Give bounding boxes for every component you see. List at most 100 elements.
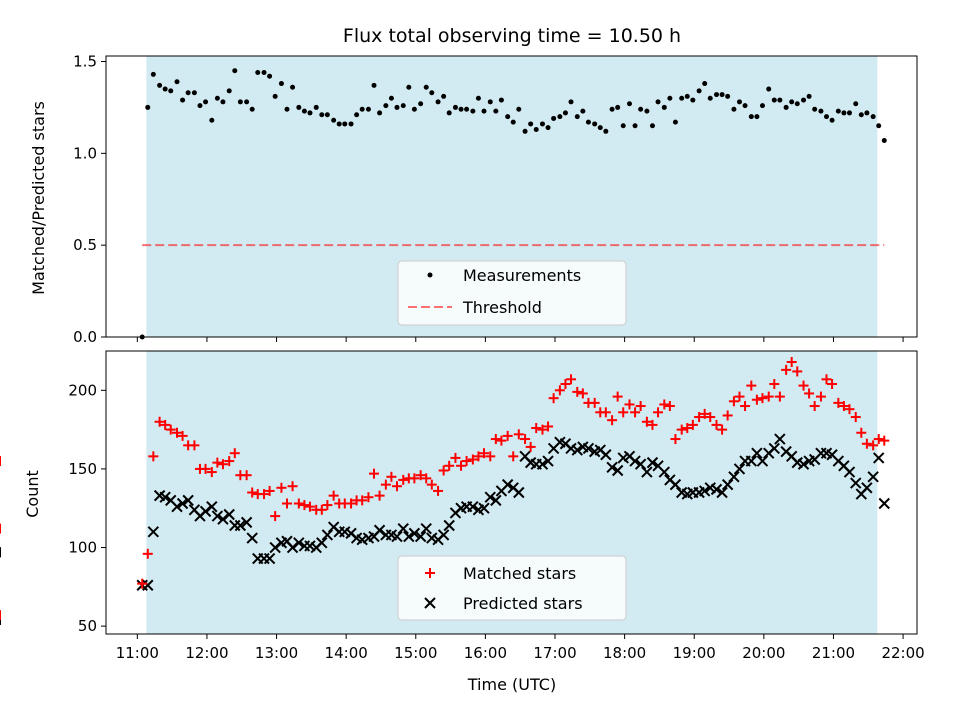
matched-point-105 [746,380,757,391]
measurement-point-65 [516,106,522,112]
predicted-point-26 [286,541,299,554]
legend-measurements-label: Measurements [463,266,581,285]
predicted-point-47 [408,527,421,540]
matched-point-41 [374,490,385,501]
measurement-point-60 [487,99,493,105]
bottom-y-tick-label-0: 50 [78,617,97,635]
measurement-point-115 [806,93,812,99]
top-axes: 0.0 0.5 1.0 1.5 Matched/Predicted stars Mea… [29,53,918,346]
predicted-point-87 [641,466,653,478]
measurement-point-125 [864,110,870,116]
predicted-point-14 [217,513,229,525]
predicted-point-53 [443,519,455,532]
measurement-point-51 [435,99,441,105]
measurement-point-106 [754,114,760,120]
x-tick-label-0: 11:00 [116,644,159,662]
predicted-point-4 [159,491,171,503]
measurement-point-91 [667,95,673,101]
matched-point-99 [711,419,722,430]
matched-point-101 [722,410,733,421]
top-x-ticks [136,337,904,342]
measurement-point-78 [592,121,598,127]
matched-point-123 [850,412,861,423]
measurement-point-40 [371,82,377,88]
measurement-point-100 [719,92,725,98]
predicted-point-15 [223,508,235,521]
matched-stars-series [0,357,890,621]
x-tick-label-2: 13:00 [255,644,298,662]
top-axes-frame [105,55,918,338]
measurement-point-88 [649,123,655,129]
predicted-point-77 [582,442,595,455]
matched-point-1 [142,548,153,559]
measurement-point-123 [853,101,859,107]
matched-point-6 [172,427,183,438]
measurement-point-97 [702,81,708,87]
matched-point-16 [229,448,240,459]
predicted-point-99 [710,483,723,496]
measurement-point-96 [696,88,702,94]
x-tick-label-5: 16:00 [464,644,507,662]
measurement-point-2 [150,71,156,77]
measurement-point-8 [185,90,191,96]
measurement-point-35 [342,121,348,127]
measurement-point-103 [736,99,742,105]
matched-point-42 [380,479,391,490]
matched-point-73 [560,379,571,390]
matched-point-62 [496,435,507,446]
predicted-point-86 [634,458,647,470]
measurement-point-31 [319,112,325,118]
x-tick-label-4: 15:00 [394,644,437,662]
bottom-y-tick-label-3: 200 [68,381,97,399]
matched-point-89 [653,407,664,418]
matched-point-108 [763,391,774,402]
measurement-point-80 [603,128,609,134]
measurement-point-18 [244,99,250,105]
measurement-point-54 [452,104,458,110]
predicted-point-41 [373,524,386,536]
matched-point-78 [589,397,600,408]
matched-point-11 [200,463,211,474]
predicted-point-105 [745,455,758,467]
matched-point-59 [479,448,490,459]
measurement-point-47 [411,106,417,112]
matched-point-117 [815,391,826,402]
measurement-point-45 [400,103,406,109]
top-legend: Measurements Threshold [397,260,627,326]
measurement-point-27 [296,104,302,110]
matched-point-60 [485,451,496,462]
matched-point-127 [873,434,884,445]
matched-point-19 [247,487,258,498]
matched-point-103 [734,391,745,402]
measurement-point-92 [672,119,678,125]
bottom-axes-frame [105,350,918,635]
predicted-point-13 [211,510,224,522]
matched-point-74 [566,374,577,385]
predicted-point-32 [321,529,334,541]
predicted-point-90 [658,466,671,478]
bottom-y-axis-label: Count [23,470,42,518]
measurement-point-95 [690,97,696,103]
measurement-point-15 [226,88,232,94]
x-tick-label-11: 22:00 [881,644,924,662]
matched-point-28 [299,500,310,511]
measurement-point-20 [255,70,261,76]
measurement-point-22 [267,73,273,79]
measurement-point-21 [261,70,267,76]
measurement-point-93 [679,95,685,101]
matched-point-38 [357,495,368,506]
predicted-point-19 [246,532,258,544]
measurement-point-44 [394,104,400,110]
measurement-point-34 [336,121,342,127]
measurement-point-118 [824,114,830,120]
measurement-point-126 [870,114,876,120]
measurement-point-107 [759,103,765,109]
measurement-point-117 [818,108,824,114]
measurement-point-29 [307,110,313,116]
measurement-point-6 [174,79,180,85]
measurement-point-124 [858,112,864,118]
top-y-ticks: 0.0 0.5 1.0 1.5 [73,53,106,346]
legend-threshold-label: Threshold [462,298,542,317]
matched-point-36 [346,498,357,509]
matched-point-114 [798,380,809,391]
